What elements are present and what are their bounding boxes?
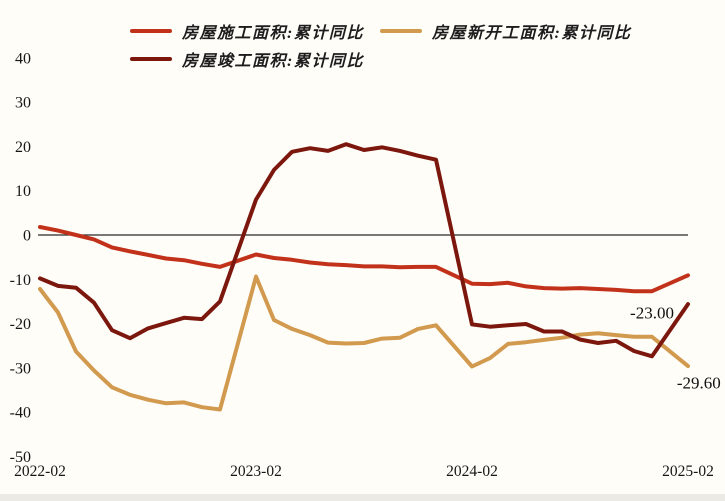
y-axis-tick-label: -10 [10, 272, 31, 289]
y-axis-tick-label: -40 [10, 405, 31, 422]
y-axis-tick-label: -20 [10, 316, 31, 333]
legend-item-construction: 房屋施工面积:累计同比 [130, 21, 364, 42]
series-line-completion [38, 142, 690, 359]
series-line-construction [38, 225, 690, 294]
x-axis-tick-label: 2022-02 [14, 463, 66, 480]
legend-item-new-starts: 房屋新开工面积:累计同比 [380, 21, 632, 42]
x-axis-tick-label: 2023-02 [230, 463, 282, 480]
legend-item-completion: 房屋竣工面积:累计同比 [130, 49, 364, 70]
legend-label-completion: 房屋竣工面积:累计同比 [182, 53, 364, 70]
bottom-edge-strip [0, 494, 725, 501]
y-axis-tick-label: 10 [15, 183, 31, 200]
x-axis-tick-label: 2025-02 [662, 463, 714, 480]
data-label-annotation: -29.60 [677, 373, 721, 392]
legend-swatch-completion [130, 57, 172, 61]
y-axis-tick-label: 0 [23, 228, 31, 245]
legend-label-construction: 房屋施工面积:累计同比 [182, 25, 364, 42]
legend-label-new-starts: 房屋新开工面积:累计同比 [432, 25, 632, 42]
y-axis-tick-label: -30 [10, 360, 31, 377]
y-axis-tick-label: 30 [15, 95, 31, 112]
y-axis-tick-label: 20 [15, 139, 31, 156]
x-axis-tick-label: 2024-02 [446, 463, 498, 480]
legend-swatch-construction [130, 29, 172, 33]
data-label-annotation: -23.00 [630, 303, 674, 322]
legend-swatch-new-starts [380, 29, 422, 33]
y-axis-tick-label: 40 [15, 50, 31, 67]
y-axis-tick-label: -50 [10, 449, 31, 466]
